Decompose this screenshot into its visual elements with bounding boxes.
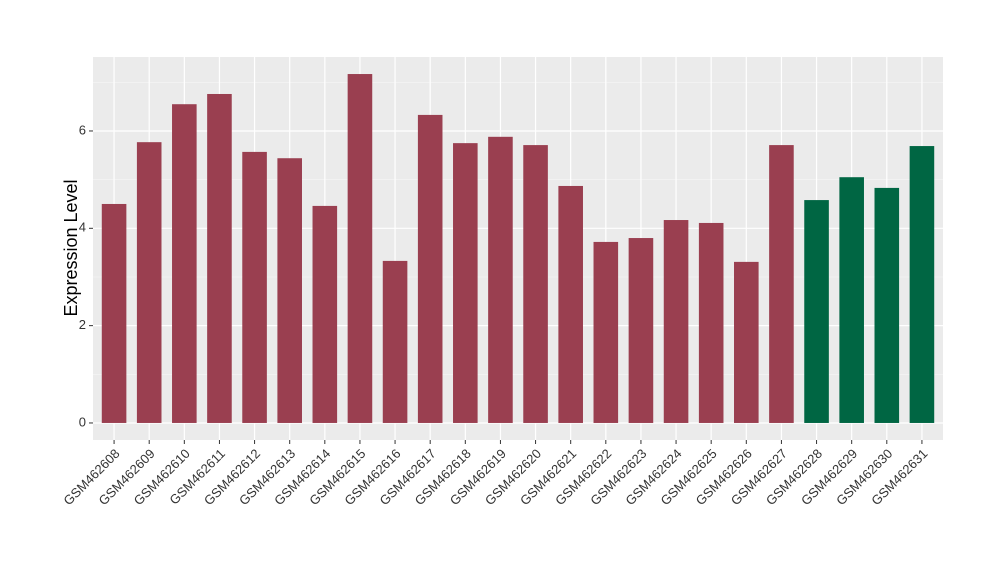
bar	[628, 238, 654, 423]
bar	[382, 260, 408, 423]
bar	[804, 200, 829, 423]
bar	[172, 104, 197, 423]
y-tick-label: 2	[79, 317, 86, 332]
y-tick-label: 4	[79, 220, 86, 235]
bar	[769, 145, 794, 423]
bar	[488, 136, 513, 423]
bar	[698, 222, 724, 423]
bar	[734, 261, 759, 423]
bar	[663, 220, 689, 423]
y-axis-title: Expression Level	[61, 179, 81, 316]
bar	[874, 187, 900, 423]
bar	[453, 143, 478, 423]
bar	[242, 151, 267, 423]
bar	[101, 203, 127, 423]
bar	[417, 114, 443, 423]
bar	[909, 146, 935, 423]
bar	[558, 185, 583, 423]
bar	[136, 142, 162, 423]
bar	[312, 205, 338, 423]
y-tick-label: 6	[79, 122, 86, 137]
bar	[347, 74, 373, 423]
bar	[523, 145, 548, 423]
y-tick-label: 0	[79, 414, 86, 429]
bar	[593, 241, 619, 423]
bar	[207, 93, 232, 423]
panel	[93, 57, 943, 440]
bar	[277, 158, 302, 423]
bar	[839, 177, 864, 423]
